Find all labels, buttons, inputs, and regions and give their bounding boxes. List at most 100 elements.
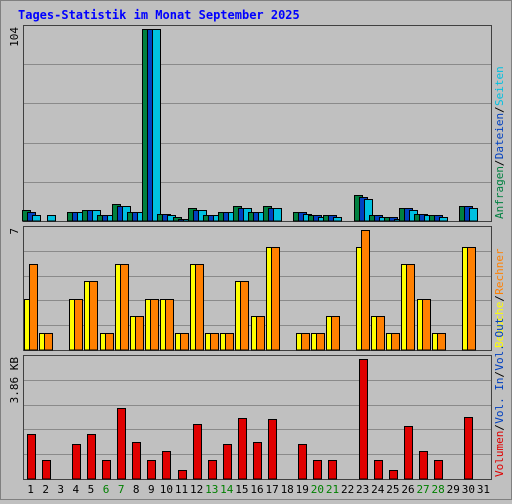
legend-vol-out: Vol. Out: [493, 318, 506, 371]
bar-volumen-day-11: [178, 470, 187, 480]
bar-rechner-day-7: [120, 264, 129, 351]
day-label-31: 31: [477, 483, 490, 496]
bar-volumen-day-21: [328, 460, 337, 480]
day-label-25: 25: [386, 483, 399, 496]
bar-rechner-day-15: [240, 281, 249, 351]
bar-volumen-day-7: [117, 408, 126, 480]
bar-volumen-day-1: [27, 434, 36, 480]
day-label-1: 1: [27, 483, 34, 496]
bar-volumen-day-25: [389, 470, 398, 480]
legend-separator: /: [493, 160, 506, 167]
day-label-22: 22: [341, 483, 354, 496]
bar-volumen-day-2: [42, 460, 51, 480]
day-label-30: 30: [462, 483, 475, 496]
bar-rechner-day-10: [165, 299, 174, 351]
day-label-24: 24: [371, 483, 385, 496]
day-label-27: 27: [416, 483, 429, 496]
day-label-6: 6: [103, 483, 110, 496]
bar-volumen-day-10: [162, 451, 171, 480]
day-label-13: 13: [205, 483, 218, 496]
bar-rechner-day-30: [467, 247, 476, 351]
bar-volumen-day-6: [102, 460, 111, 480]
legend-separator: /: [493, 424, 506, 431]
bar-volumen-day-23: [359, 359, 368, 480]
legend-separator: /: [493, 295, 506, 302]
day-label-17: 17: [265, 483, 278, 496]
day-label-21: 21: [326, 483, 339, 496]
day-label-5: 5: [88, 483, 95, 496]
bar-volumen-day-20: [313, 460, 322, 480]
bar-rechner-day-13: [210, 333, 219, 351]
bar-rechner-day-28: [437, 333, 446, 351]
panel-requests-frame: [23, 25, 492, 222]
day-label-7: 7: [118, 483, 125, 496]
day-label-3: 3: [57, 483, 64, 496]
bar-rechner-day-24: [376, 316, 385, 351]
bar-volumen-day-8: [132, 442, 141, 480]
chart-title: Tages-Statistik im Monat September 2025: [18, 8, 300, 22]
bar-volumen-day-13: [208, 460, 217, 480]
bar-volumen-day-4: [72, 444, 81, 480]
legend-vol-in: Vol. In: [493, 377, 506, 423]
panel-requests-max-label: 104: [8, 27, 21, 47]
bar-rechner-day-2: [44, 333, 53, 351]
bar-volumen-day-26: [404, 426, 413, 480]
bar-seiten-day-30: [469, 208, 478, 222]
panel-visits-max-label: 7: [8, 228, 21, 235]
bar-rechner-day-26: [406, 264, 415, 351]
bar-rechner-day-25: [391, 333, 400, 351]
bar-volumen-day-16: [253, 442, 262, 480]
bar-rechner-day-19: [301, 333, 310, 351]
day-label-12: 12: [190, 483, 203, 496]
bar-rechner-day-16: [256, 316, 265, 351]
bar-volumen-day-24: [374, 460, 383, 480]
bar-rechner-day-21: [331, 316, 340, 351]
day-label-29: 29: [447, 483, 460, 496]
bar-rechner-day-17: [271, 247, 280, 351]
legend-seiten: Seiten: [493, 66, 506, 106]
bar-volumen-day-14: [223, 444, 232, 480]
bar-rechner-day-27: [422, 299, 431, 351]
day-label-2: 2: [42, 483, 49, 496]
bar-seiten-day-23: [364, 199, 373, 222]
day-label-9: 9: [148, 483, 155, 496]
bar-volumen-day-5: [87, 434, 96, 480]
bar-rechner-day-9: [150, 299, 159, 351]
day-label-23: 23: [356, 483, 369, 496]
day-label-16: 16: [250, 483, 263, 496]
bar-rechner-day-5: [89, 281, 98, 351]
bar-volumen-day-17: [268, 419, 277, 480]
bar-seiten-day-9: [152, 29, 161, 222]
day-label-4: 4: [73, 483, 80, 496]
bar-volumen-day-12: [193, 424, 202, 480]
bar-rechner-day-11: [180, 333, 189, 351]
bar-volumen-day-19: [298, 444, 307, 480]
bar-volumen-day-28: [434, 460, 443, 480]
day-label-15: 15: [235, 483, 248, 496]
legend-anfragen: Anfragen: [493, 166, 506, 219]
panel-volume-max-label: 3.86 KB: [8, 357, 21, 404]
legend-rechner: Rechner: [493, 248, 506, 295]
day-label-26: 26: [401, 483, 414, 496]
bar-rechner-day-12: [195, 264, 204, 351]
bar-seiten-day-2: [47, 215, 56, 222]
bar-volumen-day-15: [238, 418, 247, 480]
day-label-14: 14: [220, 483, 234, 496]
legend-besuche: Besuche: [493, 302, 506, 348]
day-label-19: 19: [296, 483, 309, 496]
day-label-8: 8: [133, 483, 140, 496]
day-label-20: 20: [311, 483, 324, 496]
legend-volumen: Volumen: [493, 431, 506, 477]
day-label-28: 28: [432, 483, 445, 496]
bar-rechner-day-1: [29, 264, 38, 351]
bar-rechner-day-20: [316, 333, 325, 351]
bar-seiten-day-17: [273, 208, 282, 222]
bar-seiten-day-1: [32, 215, 41, 222]
bar-rechner-day-23: [361, 230, 370, 351]
legend-separator: /: [493, 106, 506, 113]
bar-rechner-day-4: [74, 299, 83, 351]
legend-separator: /: [493, 371, 506, 378]
bar-rechner-day-8: [135, 316, 144, 351]
day-label-11: 11: [175, 483, 188, 496]
